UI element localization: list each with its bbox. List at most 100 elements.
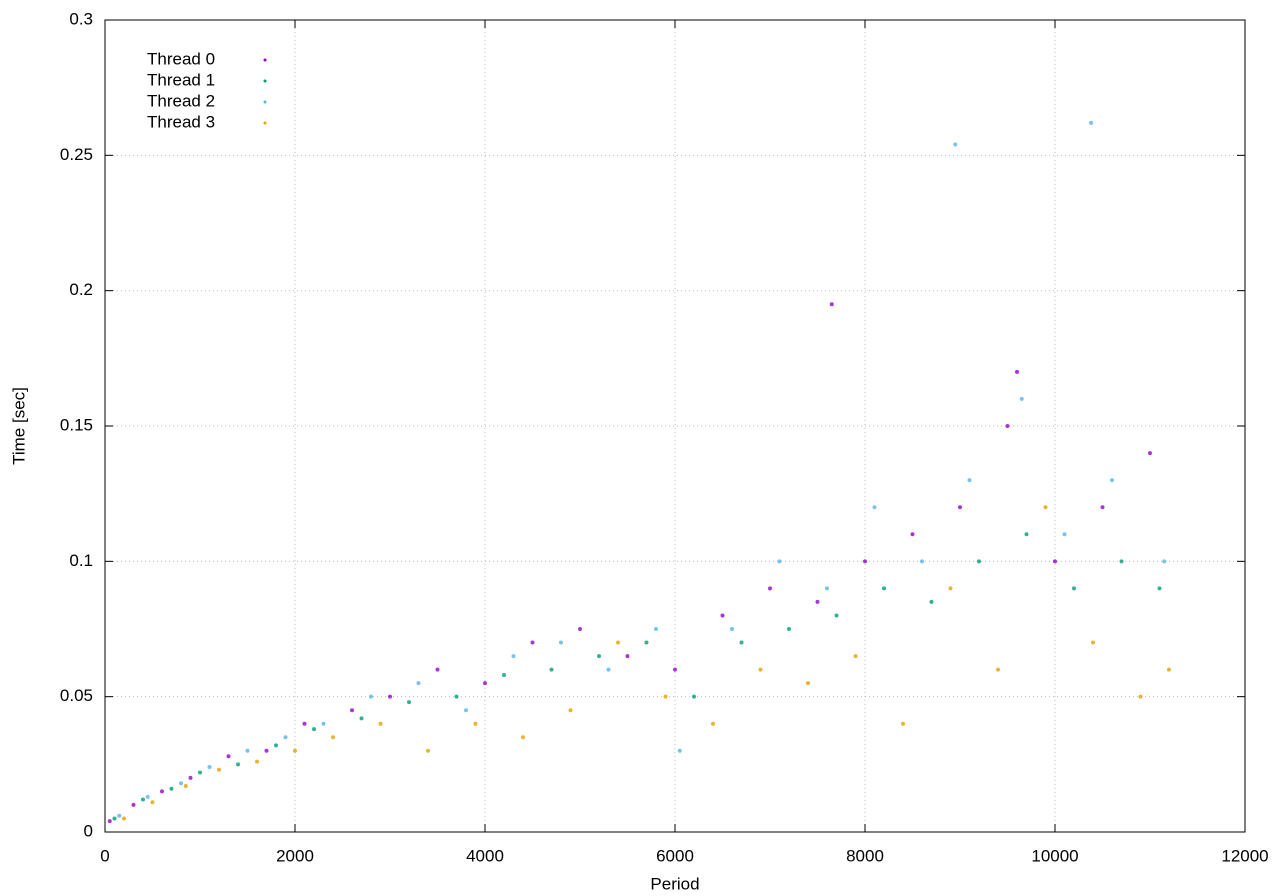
legend-marker — [263, 79, 267, 83]
scatter-point — [853, 654, 858, 659]
scatter-point — [255, 759, 259, 764]
scatter-point — [502, 673, 506, 678]
scatter-point — [483, 681, 487, 686]
scatter-point — [122, 816, 126, 821]
scatter-point — [1167, 667, 1171, 672]
scatter-point — [692, 694, 696, 699]
scatter-point — [226, 754, 231, 759]
scatter-point — [150, 800, 155, 805]
scatter-point — [953, 142, 958, 147]
scatter-point — [145, 794, 150, 799]
scatter-point — [677, 748, 682, 753]
scatter-point — [806, 681, 810, 686]
legend-label: Thread 3 — [147, 112, 215, 131]
scatter-point — [872, 505, 877, 510]
scatter-point — [597, 654, 601, 659]
scatter-point — [521, 735, 525, 740]
x-tick-label: 6000 — [656, 846, 694, 865]
scatter-point — [331, 735, 335, 740]
y-axis-label: Time [sec] — [9, 387, 28, 465]
x-tick-label: 12000 — [1221, 846, 1268, 865]
legend-label: Thread 0 — [147, 49, 215, 68]
scatter-point — [350, 708, 354, 713]
scatter-point — [578, 627, 582, 631]
scatter-point — [245, 748, 250, 753]
scatter-point — [188, 775, 193, 780]
scatter-point — [720, 613, 725, 618]
scatter-point — [302, 721, 307, 726]
scatter-point — [910, 532, 915, 537]
scatter-point — [606, 667, 611, 672]
scatter-point — [711, 721, 715, 726]
scatter-point — [1089, 120, 1094, 125]
scatter-point — [654, 627, 658, 631]
x-tick-label: 4000 — [466, 846, 504, 865]
scatter-point — [901, 721, 905, 726]
y-tick-label: 0.2 — [69, 280, 93, 299]
legend-marker — [263, 100, 267, 104]
scatter-point — [207, 765, 212, 770]
scatter-point — [730, 627, 734, 631]
scatter-point — [378, 721, 383, 726]
scatter-point — [977, 559, 981, 564]
scatter-point — [473, 721, 478, 726]
scatter-point — [264, 748, 269, 753]
scatter-point — [834, 613, 839, 618]
scatter-point — [663, 694, 668, 699]
scatter-point — [407, 700, 411, 705]
x-axis-label: Period — [650, 874, 699, 893]
scatter-point — [464, 708, 468, 713]
scatter-point — [198, 770, 202, 775]
scatter-point — [388, 694, 392, 699]
scatter-point — [169, 786, 174, 791]
scatter-point — [1072, 586, 1076, 591]
scatter-point — [117, 813, 122, 818]
scatter-point — [369, 694, 373, 699]
scatter-point — [1100, 505, 1105, 510]
legend-label: Thread 1 — [147, 70, 215, 89]
scatter-point — [179, 781, 183, 786]
scatter-point — [1062, 532, 1067, 537]
scatter-point — [160, 789, 164, 794]
legend-label: Thread 2 — [147, 91, 215, 110]
scatter-point — [274, 743, 278, 748]
y-tick-label: 0.15 — [60, 415, 93, 434]
x-tick-label: 2000 — [276, 846, 314, 865]
scatter-point — [312, 727, 316, 732]
scatter-point — [768, 586, 772, 591]
scatter-point — [1091, 640, 1095, 645]
scatter-point — [1019, 396, 1024, 401]
scatter-point — [141, 797, 145, 802]
scatter-point — [825, 586, 829, 591]
scatter-point — [1053, 559, 1057, 564]
scatter-point — [1110, 478, 1114, 483]
scatter-point — [321, 721, 326, 726]
scatter-point — [787, 627, 791, 631]
scatter-point — [1015, 369, 1019, 374]
scatter-point — [1138, 694, 1143, 699]
scatter-point — [625, 654, 630, 659]
scatter-point — [948, 586, 953, 591]
x-tick-label: 0 — [100, 846, 109, 865]
scatter-point — [568, 708, 573, 713]
x-tick-label: 8000 — [846, 846, 884, 865]
scatter-point — [1162, 559, 1167, 564]
y-tick-label: 0.3 — [69, 9, 93, 28]
scatter-point — [929, 599, 934, 604]
legend-marker — [263, 58, 267, 62]
scatter-point — [454, 694, 459, 699]
scatter-point — [882, 586, 886, 591]
scatter-point — [549, 667, 554, 672]
scatter-point — [359, 716, 364, 721]
scatter-point — [426, 748, 430, 753]
y-tick-label: 0.1 — [69, 551, 93, 570]
scatter-point — [863, 559, 867, 564]
scatter-point — [777, 559, 782, 564]
scatter-point — [559, 640, 563, 645]
scatter-point — [511, 654, 516, 659]
scatter-point — [293, 748, 297, 753]
scatter-point — [967, 478, 972, 483]
scatter-point — [1119, 559, 1124, 564]
scatter-point — [673, 667, 677, 672]
